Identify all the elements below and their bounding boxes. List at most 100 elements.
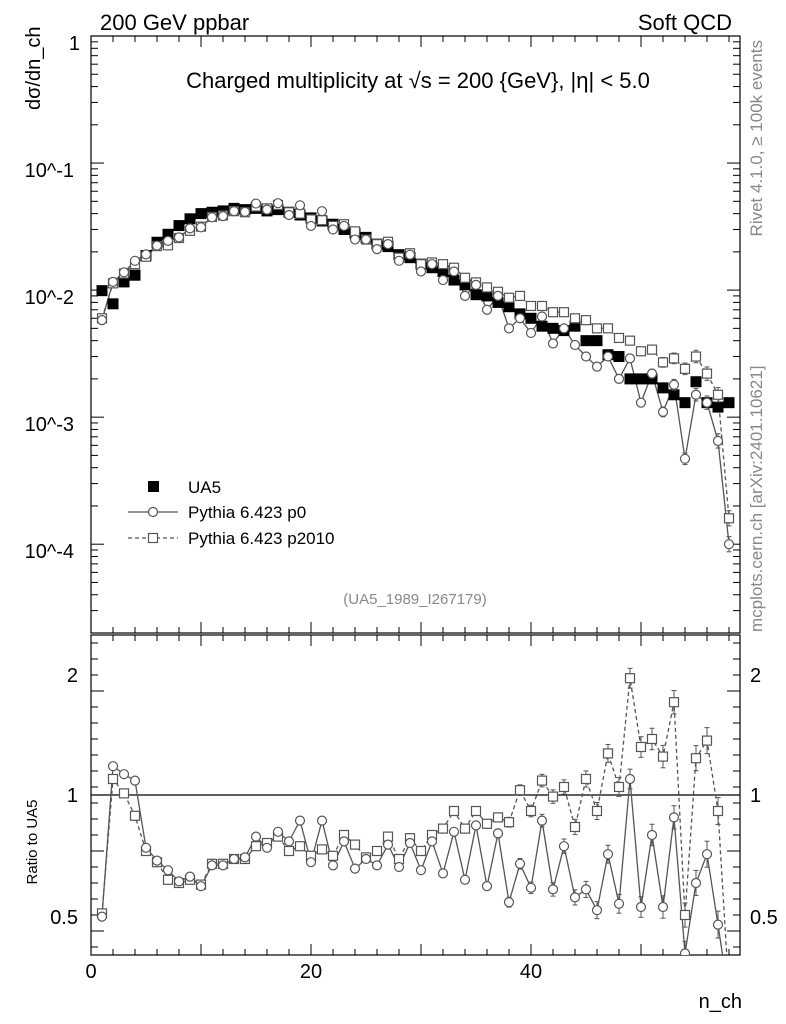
ratio-plot-area: [96, 667, 728, 955]
ratio-p2010-point: [470, 805, 482, 817]
ratio-p2010-point: [459, 823, 471, 834]
ratio-p2010-point: [129, 810, 141, 821]
ua5-point: [481, 290, 493, 302]
ua5-point: [118, 276, 130, 288]
p0-point: [701, 397, 713, 408]
p2010-point: [657, 357, 669, 368]
ratio-p0-point: [415, 865, 427, 876]
ratio-p0-point: [602, 849, 614, 860]
ratio-p0-point: [558, 841, 570, 852]
p2010-point: [624, 335, 636, 346]
legend-label-ua5: UA5: [188, 478, 221, 497]
ratio-p2010-point: [250, 841, 262, 852]
ratio-p2010-point: [668, 697, 680, 708]
ratio-p0-point: [107, 761, 119, 772]
ratio-p0-point: [668, 812, 680, 823]
p0-point: [261, 204, 273, 215]
p0-point: [470, 279, 482, 290]
ua5-point: [712, 401, 724, 413]
p0-point: [580, 351, 592, 362]
ratio-p2010-point: [547, 791, 559, 802]
p0-point: [602, 351, 614, 362]
p0-point: [723, 539, 735, 550]
ratio-p0-point: [657, 901, 669, 913]
ratio-p0-point: [349, 863, 361, 874]
ratio-p0-point: [294, 815, 306, 826]
ratio-p0-point: [327, 860, 339, 871]
ratio-p0-point: [140, 842, 152, 853]
ratio-p2010-point: [118, 788, 130, 799]
ratio-p2010-point: [613, 781, 625, 793]
ratio-p0-point: [679, 948, 691, 955]
ratio-p2010-point: [514, 785, 526, 796]
p2010-point: [459, 272, 471, 283]
ratio-ytick-label-2: 2: [67, 665, 78, 687]
p0-point: [283, 209, 295, 221]
ratio-p0-point: [151, 855, 163, 866]
main-panel: Charged multiplicity at √s = 200 {GeV}, …: [23, 26, 741, 634]
p0-point: [668, 379, 680, 390]
ua5-point: [646, 373, 658, 385]
ratio-ytick-label-05: 0.5: [50, 907, 78, 929]
ua5-point: [679, 397, 691, 409]
p0-point: [173, 232, 185, 243]
ratio-p0-point: [426, 836, 438, 847]
ratio-ytick-label-05-right: 0.5: [750, 907, 778, 929]
ratio-p2010-point: [646, 733, 658, 745]
p2010-point: [646, 344, 658, 355]
ratio-p2010-point: [107, 773, 119, 785]
ratio-p0-point: [701, 849, 713, 860]
p0-point: [646, 368, 658, 379]
p0-point: [338, 220, 350, 232]
p0-point: [514, 313, 526, 324]
ratio-p0-point: [624, 773, 636, 785]
ratio-p2010-point: [525, 805, 537, 817]
ratio-p0-point: [118, 769, 130, 780]
ratio-p2010-point: [371, 845, 383, 857]
p0-point: [327, 224, 339, 235]
p0-point: [657, 406, 669, 417]
ratio-p0-point: [217, 860, 229, 871]
p0-point: [613, 373, 625, 385]
ratio-series-layer: [96, 667, 728, 955]
ua5-point: [657, 382, 669, 394]
ratio-p0-point: [173, 876, 185, 887]
p0-point: [547, 338, 559, 349]
p0-point: [228, 206, 240, 217]
ratio-p2010-point: [316, 844, 328, 855]
ratio-p2010-point: [701, 735, 713, 746]
main-axis-ticks: [90, 35, 740, 634]
ratio-ylabel: Ratio to UA5: [24, 799, 41, 884]
ua5-point: [503, 301, 515, 313]
ratio-p0-point: [195, 881, 207, 892]
p0-point: [162, 235, 174, 246]
main-ylabel: dσ/dn_ch: [23, 26, 45, 110]
ua5-point: [448, 274, 460, 286]
ratio-p2010-point: [569, 821, 581, 833]
legend-marker-ua5: [148, 481, 159, 492]
ua5-point: [525, 312, 537, 324]
ratio-p0-point: [239, 852, 251, 863]
ratio-p0-point: [646, 829, 658, 841]
p0-point: [690, 389, 702, 400]
ytick-label-1e-1: 10^-1: [25, 160, 74, 182]
p0-point: [492, 290, 504, 302]
ratio-p2010-point: [283, 845, 295, 857]
ratio-p2010-point: [679, 909, 691, 921]
p2010-point: [635, 346, 647, 357]
p0-point: [536, 311, 548, 322]
p0-point: [195, 222, 207, 233]
ratio-p0-point: [448, 826, 460, 837]
legend-label-p0: Pythia 6.423 p0: [188, 503, 306, 522]
ratio-p0-point: [360, 853, 372, 865]
ratio-p2010-point: [415, 845, 427, 857]
legend-label-p2010: Pythia 6.423 p2010: [188, 529, 335, 548]
ratio-p0-point: [492, 828, 504, 839]
mcplots-label: mcplots.cern.ch [arXiv:2401.10621]: [747, 366, 766, 632]
p2010-point: [558, 307, 570, 318]
ytick-label-1e-3: 10^-3: [25, 414, 74, 436]
ua5-point: [470, 289, 482, 301]
ratio-p0-point: [305, 857, 317, 868]
p2010-point: [668, 353, 680, 364]
